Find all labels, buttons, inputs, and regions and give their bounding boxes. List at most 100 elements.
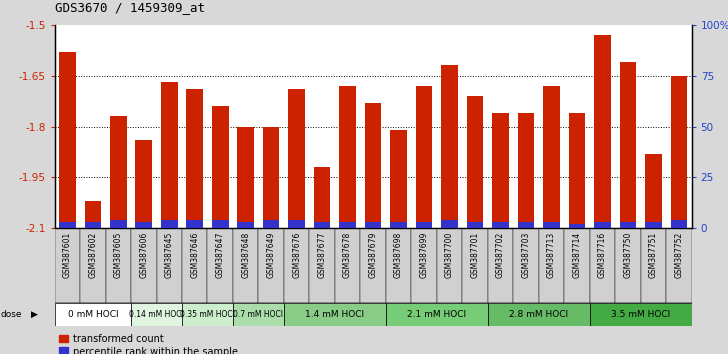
- Text: GSM387698: GSM387698: [394, 232, 403, 278]
- Text: GSM387649: GSM387649: [266, 232, 276, 279]
- Bar: [666, 228, 692, 303]
- Bar: [488, 228, 513, 303]
- Bar: [55, 228, 80, 303]
- Text: GSM387699: GSM387699: [419, 232, 429, 279]
- Text: 0.7 mM HOCl: 0.7 mM HOCl: [234, 310, 283, 319]
- Bar: [263, 127, 280, 228]
- Bar: [55, 303, 131, 326]
- Text: GSM387714: GSM387714: [572, 232, 582, 278]
- Bar: [59, 52, 76, 228]
- Text: GSM387701: GSM387701: [470, 232, 480, 278]
- Bar: [161, 82, 178, 228]
- Bar: [539, 228, 564, 303]
- Bar: [233, 303, 284, 326]
- Bar: [543, 222, 560, 228]
- Bar: [131, 303, 182, 326]
- Text: GSM387646: GSM387646: [190, 232, 199, 279]
- Text: GSM387750: GSM387750: [623, 232, 633, 279]
- Bar: [131, 228, 157, 303]
- Bar: [284, 228, 309, 303]
- Legend: transformed count, percentile rank within the sample: transformed count, percentile rank withi…: [60, 334, 238, 354]
- Bar: [590, 303, 692, 326]
- Text: GSM387601: GSM387601: [63, 232, 72, 278]
- Bar: [594, 35, 611, 228]
- Text: GSM387751: GSM387751: [649, 232, 658, 278]
- Text: ▶: ▶: [31, 310, 38, 319]
- Bar: [237, 222, 254, 228]
- Bar: [416, 86, 432, 228]
- Bar: [390, 130, 407, 228]
- Text: GSM387676: GSM387676: [292, 232, 301, 279]
- Bar: [513, 228, 539, 303]
- Bar: [309, 228, 335, 303]
- Bar: [365, 222, 381, 228]
- Bar: [80, 228, 106, 303]
- Bar: [670, 220, 687, 228]
- Bar: [590, 228, 615, 303]
- Bar: [207, 228, 233, 303]
- Text: GSM387605: GSM387605: [114, 232, 123, 279]
- Text: GSM387679: GSM387679: [368, 232, 378, 279]
- Text: 0.35 mM HOCl: 0.35 mM HOCl: [180, 310, 235, 319]
- Bar: [212, 106, 229, 228]
- Bar: [186, 89, 203, 228]
- Text: GSM387645: GSM387645: [165, 232, 174, 279]
- Bar: [462, 228, 488, 303]
- Bar: [645, 154, 662, 228]
- Bar: [386, 303, 488, 326]
- Bar: [157, 228, 182, 303]
- Text: GSM387703: GSM387703: [521, 232, 531, 279]
- Bar: [365, 103, 381, 228]
- Bar: [106, 228, 131, 303]
- Text: 2.8 mM HOCl: 2.8 mM HOCl: [509, 310, 569, 319]
- Text: GSM387602: GSM387602: [88, 232, 98, 278]
- Bar: [284, 303, 386, 326]
- Text: GSM387700: GSM387700: [445, 232, 454, 279]
- Text: 2.1 mM HOCl: 2.1 mM HOCl: [407, 310, 467, 319]
- Bar: [339, 222, 356, 228]
- Bar: [135, 140, 152, 228]
- Bar: [492, 113, 509, 228]
- Bar: [670, 76, 687, 228]
- Bar: [543, 86, 560, 228]
- Bar: [186, 220, 203, 228]
- Bar: [492, 222, 509, 228]
- Bar: [182, 303, 233, 326]
- Bar: [288, 89, 305, 228]
- Text: 1.4 mM HOCl: 1.4 mM HOCl: [305, 310, 365, 319]
- Bar: [110, 220, 127, 228]
- Bar: [161, 220, 178, 228]
- Bar: [339, 86, 356, 228]
- Bar: [569, 224, 585, 228]
- Text: 3.5 mM HOCl: 3.5 mM HOCl: [611, 310, 670, 319]
- Bar: [110, 116, 127, 228]
- Bar: [615, 228, 641, 303]
- Text: 0.14 mM HOCl: 0.14 mM HOCl: [129, 310, 184, 319]
- Bar: [518, 222, 534, 228]
- Bar: [237, 127, 254, 228]
- Bar: [467, 96, 483, 228]
- Text: GSM387606: GSM387606: [139, 232, 149, 279]
- Bar: [135, 222, 152, 228]
- Bar: [441, 65, 458, 228]
- Bar: [467, 222, 483, 228]
- Bar: [416, 222, 432, 228]
- Bar: [641, 228, 666, 303]
- Bar: [441, 220, 458, 228]
- Bar: [335, 228, 360, 303]
- Bar: [59, 222, 76, 228]
- Text: GSM387716: GSM387716: [598, 232, 607, 278]
- Bar: [488, 303, 590, 326]
- Bar: [314, 167, 331, 228]
- Text: GDS3670 / 1459309_at: GDS3670 / 1459309_at: [55, 1, 205, 14]
- Bar: [620, 62, 636, 228]
- Text: GSM387678: GSM387678: [343, 232, 352, 278]
- Bar: [263, 220, 280, 228]
- Text: dose: dose: [1, 310, 23, 319]
- Bar: [564, 228, 590, 303]
- Bar: [386, 228, 411, 303]
- Bar: [182, 228, 207, 303]
- Text: GSM387677: GSM387677: [317, 232, 327, 279]
- Bar: [390, 222, 407, 228]
- Bar: [288, 220, 305, 228]
